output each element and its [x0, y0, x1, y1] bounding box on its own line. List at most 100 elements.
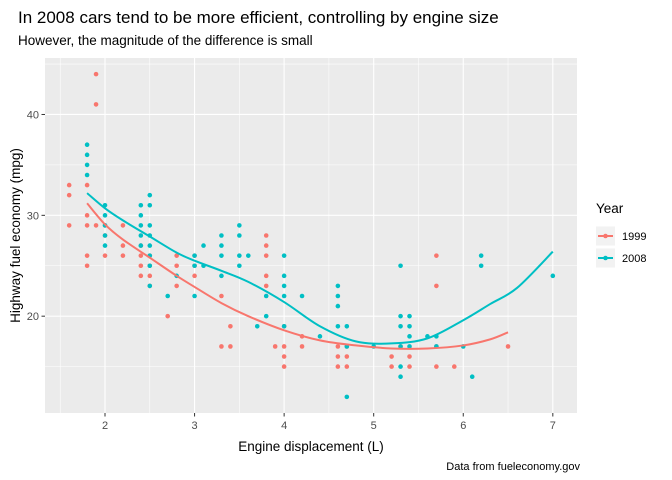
point-2008 — [398, 344, 403, 349]
legend-key-point — [603, 255, 608, 261]
legend-title: Year — [596, 201, 624, 216]
point-1999 — [138, 273, 144, 279]
point-2008 — [138, 202, 144, 208]
x-tick-label: 5 — [371, 420, 377, 432]
point-2008 — [398, 313, 403, 319]
point-2008 — [102, 243, 108, 248]
point-2008 — [84, 142, 90, 148]
legend-label-2008: 2008 — [622, 253, 646, 265]
point-1999 — [84, 213, 90, 218]
point-2008 — [84, 152, 90, 158]
point-2008 — [263, 293, 269, 299]
point-1999 — [263, 253, 269, 258]
x-tick-label: 2 — [102, 420, 108, 432]
x-tick-label: 7 — [550, 420, 556, 432]
point-1999 — [102, 253, 108, 258]
point-2008 — [407, 344, 412, 349]
point-2008 — [407, 323, 412, 329]
point-2008 — [219, 233, 224, 238]
point-1999 — [174, 283, 179, 289]
chart-title: In 2008 cars tend to be more efficient, … — [18, 8, 499, 27]
point-1999 — [344, 354, 350, 359]
legend-label-1999: 1999 — [622, 231, 646, 243]
point-2008 — [138, 223, 144, 228]
point-2008 — [147, 223, 153, 228]
legend-keys: 1999 2008 — [596, 226, 646, 268]
point-1999 — [93, 223, 99, 228]
point-1999 — [344, 364, 350, 369]
point-2008 — [147, 243, 153, 248]
point-2008 — [237, 223, 242, 228]
point-1999 — [66, 182, 72, 188]
point-1999 — [66, 192, 72, 198]
point-2008 — [299, 293, 305, 299]
x-tick-label: 4 — [281, 420, 287, 432]
point-1999 — [120, 223, 126, 228]
point-1999 — [281, 364, 287, 369]
point-1999 — [299, 344, 305, 349]
point-1999 — [335, 364, 341, 369]
point-2008 — [398, 374, 403, 379]
smooth-lines — [86, 192, 554, 350]
point-1999 — [120, 243, 126, 248]
y-axis-ticks: 20 30 40 — [27, 109, 45, 323]
point-1999 — [389, 354, 394, 359]
point-2008 — [192, 253, 197, 258]
point-2008 — [407, 334, 412, 339]
point-2008 — [407, 313, 412, 319]
point-1999 — [263, 233, 269, 238]
point-2008 — [192, 293, 197, 299]
point-2008 — [84, 172, 90, 178]
x-axis-title: Engine displacement (L) — [238, 439, 384, 454]
x-axis-ticks: 2 3 4 5 6 7 — [102, 413, 556, 432]
caption: Data from fueleconomy.gov — [446, 461, 580, 473]
point-2008 — [165, 293, 171, 299]
point-2008 — [219, 243, 224, 248]
point-1999 — [84, 223, 90, 228]
point-1999 — [389, 364, 394, 369]
grid-minor — [45, 58, 577, 413]
plot-panel — [45, 58, 577, 413]
point-1999 — [93, 71, 99, 77]
smooth-line-2008 — [86, 192, 554, 345]
point-2008 — [281, 323, 287, 329]
point-2008 — [219, 253, 224, 258]
point-1999 — [219, 293, 224, 299]
point-2008 — [478, 253, 484, 258]
point-2008 — [281, 253, 287, 258]
point-2008 — [335, 323, 341, 329]
y-axis-title: Highway fuel economy (mpg) — [8, 148, 23, 323]
point-2008 — [237, 263, 242, 269]
point-2008 — [219, 273, 224, 279]
x-tick-label: 6 — [460, 420, 466, 432]
point-2008 — [147, 192, 153, 198]
point-2008 — [102, 213, 108, 218]
smooth-line-1999 — [86, 202, 509, 350]
grid-major — [45, 58, 577, 413]
point-1999 — [66, 223, 72, 228]
legend: Year 1999 2008 — [596, 201, 646, 268]
y-tick-label: 30 — [27, 210, 39, 222]
point-2008 — [138, 243, 144, 248]
point-2008 — [398, 323, 403, 329]
point-1999 — [228, 344, 233, 349]
point-1999 — [407, 354, 412, 359]
point-2008 — [263, 313, 269, 319]
point-1999 — [434, 253, 439, 258]
point-2008 — [138, 213, 144, 218]
point-2008 — [246, 253, 251, 258]
x-tick-label: 3 — [192, 420, 198, 432]
point-2008 — [147, 263, 153, 269]
point-1999 — [174, 263, 179, 269]
point-1999 — [407, 364, 412, 369]
point-1999 — [281, 354, 287, 359]
point-1999 — [93, 102, 99, 107]
point-2008 — [344, 394, 350, 400]
point-1999 — [138, 263, 144, 269]
point-2008 — [398, 364, 403, 369]
point-1999 — [192, 273, 197, 279]
point-1999 — [84, 253, 90, 258]
point-2008 — [344, 323, 350, 329]
point-1999 — [228, 323, 233, 329]
